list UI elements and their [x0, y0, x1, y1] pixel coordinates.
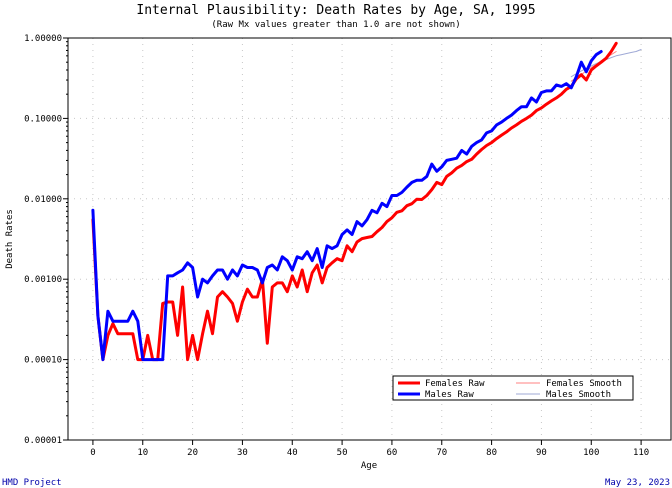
x-axis: 0 10 20 30 40 50 60 70 80 90 100 110	[90, 440, 649, 458]
x-tick-label: 50	[337, 448, 348, 458]
y-axis: 1.00000 0.10000 0.01000 0.00100 0.00010 0.000…	[24, 34, 68, 446]
legend-label-males-raw: Males Raw	[425, 390, 474, 400]
x-tick-label: 110	[633, 448, 649, 458]
footer-right: May 23, 2023	[605, 478, 670, 488]
plot-frame	[67, 37, 672, 441]
legend-label-females-smooth: Females Smooth	[546, 379, 622, 389]
x-tick-label: 80	[486, 448, 497, 458]
chart-subtitle: (Raw Mx values greater than 1.0 are not …	[211, 20, 460, 30]
legend-box	[392, 375, 634, 401]
x-tick-label: 100	[583, 448, 599, 458]
x-tick-label: 20	[187, 448, 198, 458]
y-tick-label: 0.00001	[24, 436, 62, 446]
x-tick-label: 10	[137, 448, 148, 458]
footer-left: HMD Project	[2, 478, 62, 488]
x-tick-label: 0	[90, 448, 95, 458]
y-tick-label: 0.00010	[24, 356, 62, 366]
x-tick-label: 40	[287, 448, 298, 458]
series-line-males-raw	[91, 50, 603, 362]
series-layer	[91, 41, 642, 362]
y-axis-label: Death Rates	[5, 209, 15, 269]
legend-label-males-smooth: Males Smooth	[546, 390, 611, 400]
y-tick-label: 0.00100	[24, 275, 62, 285]
x-axis-label: Age	[361, 461, 377, 471]
series-line-females-raw	[91, 41, 618, 362]
x-tick-label: 90	[536, 448, 547, 458]
x-tick-label: 70	[436, 448, 447, 458]
y-tick-label: 0.10000	[24, 114, 62, 124]
x-tick-label: 60	[387, 448, 398, 458]
grid	[68, 37, 671, 441]
y-tick-label: 1.00000	[24, 34, 62, 44]
x-tick-label: 30	[237, 448, 248, 458]
legend-label-females-raw: Females Raw	[425, 379, 485, 389]
chart-title: Internal Plausibility: Death Rates by Ag…	[136, 3, 535, 18]
legend: Females Raw Males Raw Females Smooth Mal…	[392, 375, 634, 401]
y-tick-label: 0.01000	[24, 195, 62, 205]
